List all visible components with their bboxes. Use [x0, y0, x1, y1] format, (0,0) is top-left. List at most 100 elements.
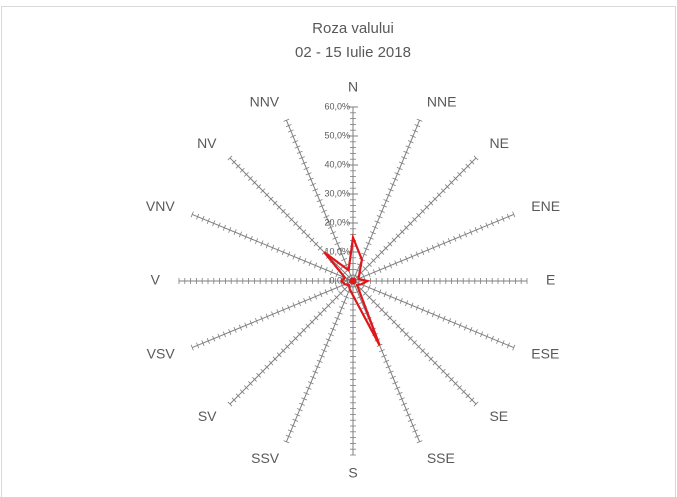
- minor-tick: [442, 240, 446, 247]
- center-dot: [349, 277, 357, 285]
- minor-tick: [252, 377, 257, 382]
- minor-tick: [374, 220, 381, 224]
- minor-tick: [398, 161, 405, 165]
- minor-tick: [383, 311, 389, 317]
- minor-tick: [228, 227, 232, 233]
- minor-tick: [512, 344, 516, 351]
- minor-tick: [372, 269, 376, 276]
- category-label: NNE: [427, 93, 457, 109]
- minor-tick: [391, 319, 397, 325]
- minor-tick: [405, 300, 409, 307]
- minor-tick: [227, 155, 233, 161]
- minor-tick: [414, 434, 421, 438]
- y-tick-label: 40,0%: [324, 159, 350, 169]
- minor-tick: [363, 247, 370, 251]
- minor-tick: [196, 342, 200, 349]
- minor-tick: [385, 365, 392, 369]
- minor-tick: [383, 359, 390, 363]
- minor-tick: [405, 255, 409, 262]
- minor-tick: [412, 217, 417, 222]
- minor-tick: [410, 424, 416, 428]
- y-tick-label: 20,0%: [324, 217, 350, 227]
- minor-tick: [464, 324, 468, 331]
- minor-tick: [297, 255, 301, 262]
- minor-tick: [379, 307, 385, 313]
- minor-tick: [228, 329, 232, 335]
- minor-tick: [305, 233, 311, 239]
- minor-tick: [233, 229, 237, 236]
- minor-tick: [290, 424, 296, 428]
- minor-tick: [458, 322, 462, 329]
- minor-tick: [299, 402, 305, 406]
- minor-tick: [316, 199, 323, 203]
- minor-tick: [276, 309, 280, 315]
- minor-tick: [436, 364, 442, 370]
- minor-tick: [361, 252, 368, 256]
- minor-tick: [431, 244, 435, 251]
- category-label: SSE: [427, 450, 455, 466]
- minor-tick: [343, 295, 350, 299]
- chart-subtitle: 02 - 15 Iulie 2018: [295, 44, 411, 61]
- minor-tick: [410, 302, 414, 309]
- minor-tick: [440, 188, 446, 194]
- minor-tick: [416, 344, 422, 350]
- minor-tick: [341, 258, 348, 262]
- minor-tick: [408, 336, 413, 341]
- minor-tick: [428, 200, 434, 206]
- minor-tick: [403, 408, 410, 412]
- minor-tick: [398, 397, 405, 401]
- minor-tick: [284, 212, 290, 218]
- minor-tick: [387, 315, 393, 321]
- minor-tick: [324, 289, 328, 296]
- minor-tick: [312, 188, 319, 192]
- minor-tick: [457, 171, 463, 177]
- minor-tick: [327, 333, 334, 337]
- minor-tick: [297, 331, 303, 337]
- minor-tick: [367, 271, 371, 278]
- minor-tick: [335, 284, 339, 291]
- minor-tick: [314, 193, 321, 197]
- minor-tick: [255, 318, 259, 324]
- minor-tick: [395, 323, 401, 329]
- minor-tick: [336, 311, 343, 315]
- minor-tick: [501, 340, 505, 347]
- minor-tick: [217, 222, 221, 229]
- minor-tick: [405, 413, 412, 417]
- minor-tick: [490, 335, 494, 342]
- chart-title: Roza valului: [312, 20, 394, 37]
- minor-tick: [310, 183, 316, 187]
- minor-tick: [317, 311, 323, 317]
- minor-tick: [370, 231, 376, 235]
- minor-tick: [292, 418, 299, 422]
- minor-tick: [248, 381, 253, 386]
- minor-tick: [416, 118, 423, 122]
- minor-tick: [453, 176, 458, 181]
- minor-tick: [293, 221, 298, 226]
- minor-tick: [375, 303, 381, 309]
- minor-tick: [217, 333, 221, 340]
- minor-tick: [321, 307, 327, 313]
- minor-tick: [485, 222, 489, 229]
- minor-tick: [496, 218, 500, 224]
- minor-tick: [289, 217, 294, 222]
- minor-tick: [371, 258, 376, 263]
- minor-tick: [290, 134, 296, 138]
- minor-tick: [474, 329, 478, 335]
- minor-tick: [330, 327, 336, 331]
- minor-tick: [444, 372, 450, 378]
- minor-tick: [394, 295, 398, 302]
- minor-tick: [264, 192, 270, 198]
- minor-tick: [309, 237, 315, 243]
- minor-tick: [260, 240, 264, 247]
- minor-tick: [303, 392, 310, 396]
- minor-tick: [252, 180, 257, 185]
- minor-tick: [432, 196, 438, 202]
- minor-tick: [319, 264, 323, 271]
- minor-tick: [367, 262, 372, 267]
- minor-tick: [244, 233, 248, 240]
- minor-tick: [233, 326, 237, 333]
- minor-tick: [461, 389, 467, 395]
- category-label: ESE: [531, 346, 559, 362]
- category-label: N: [348, 79, 358, 95]
